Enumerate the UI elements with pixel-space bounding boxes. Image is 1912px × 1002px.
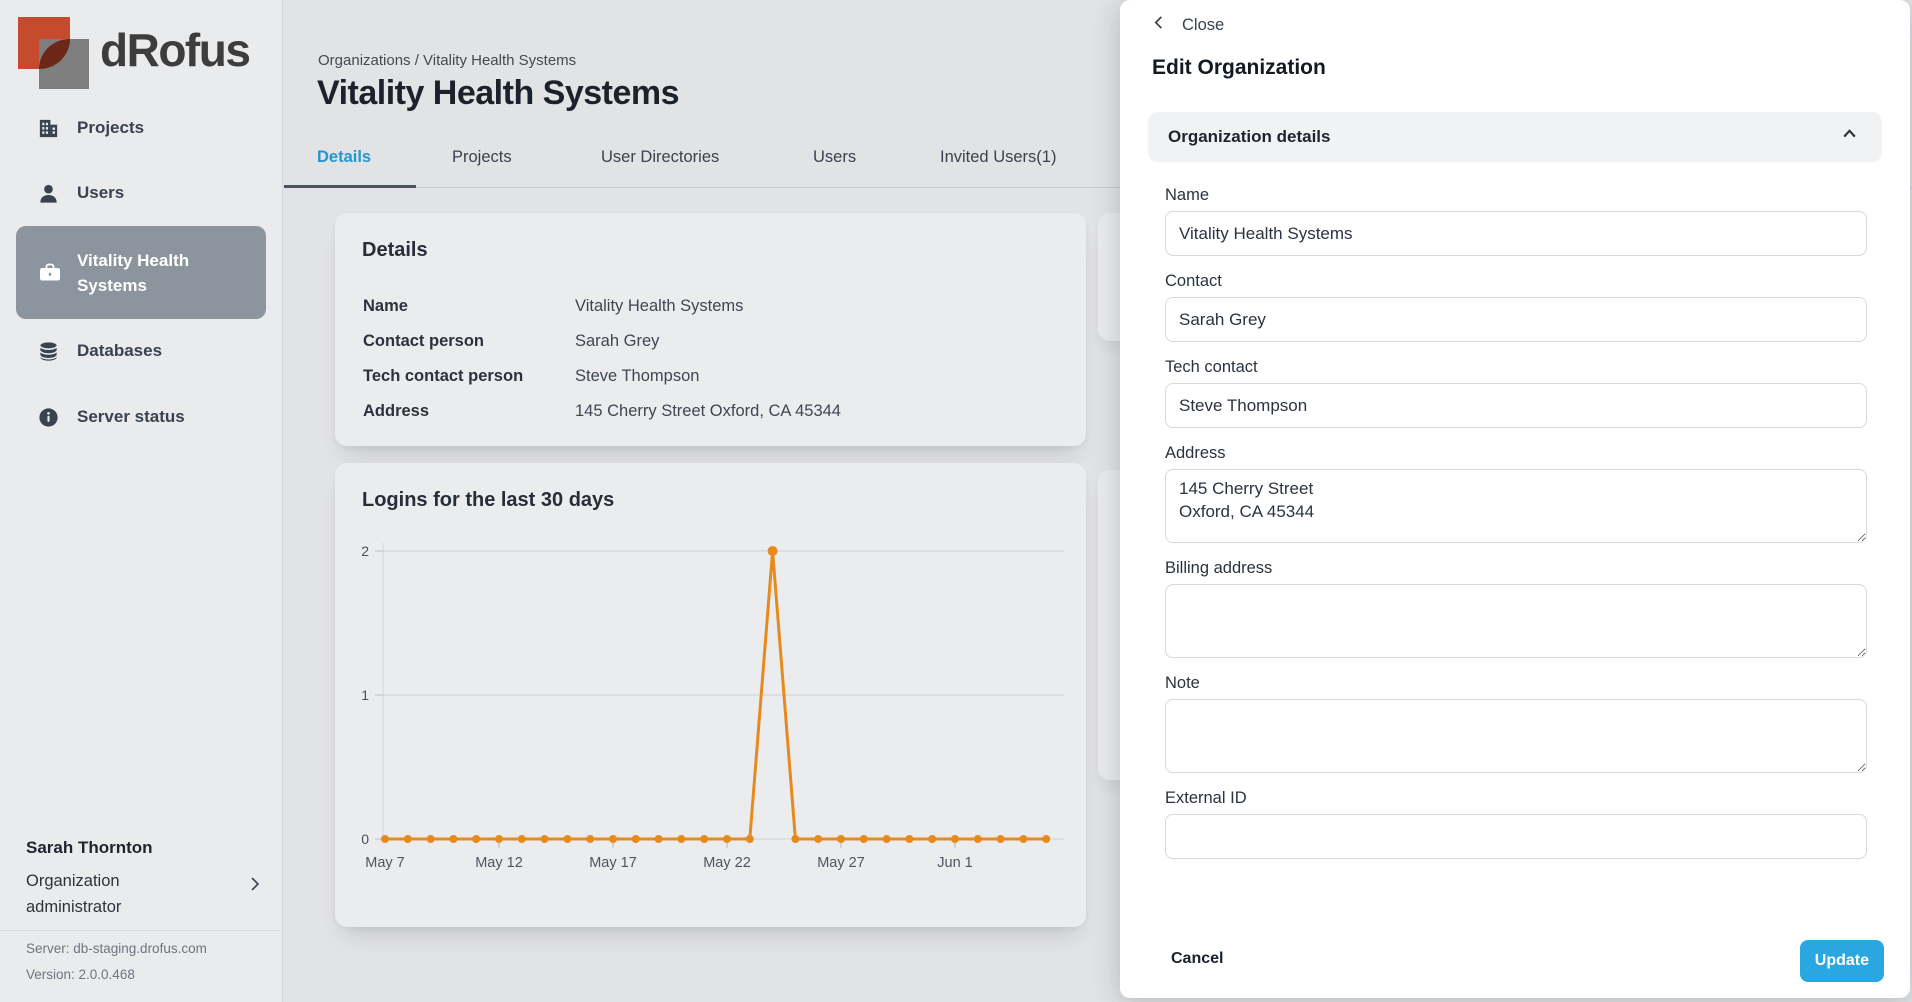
brand-name: dRofus xyxy=(100,23,249,77)
detail-row: Address145 Cherry Street Oxford, CA 4534… xyxy=(363,394,1059,429)
user-name: Sarah Thornton xyxy=(26,838,153,858)
address-textarea[interactable] xyxy=(1165,469,1867,543)
sidebar-item-label: Databases xyxy=(77,341,162,361)
building-icon xyxy=(36,117,60,140)
details-card: Details NameVitality Health SystemsConta… xyxy=(335,213,1086,446)
version-info: Version: 2.0.0.468 xyxy=(26,967,135,982)
chevron-right-icon xyxy=(247,876,263,920)
chevron-left-icon xyxy=(1152,15,1167,35)
sidebar-item-databases[interactable]: Databases xyxy=(0,327,283,375)
detail-value: Steve Thompson xyxy=(575,367,699,386)
detail-label: Contact person xyxy=(363,332,575,351)
user-icon xyxy=(36,182,60,205)
section-label: Organization details xyxy=(1168,127,1330,147)
contact-input[interactable] xyxy=(1165,297,1867,342)
cancel-button[interactable]: Cancel xyxy=(1171,950,1223,968)
external-id-label: External ID xyxy=(1165,789,1867,808)
svg-text:Jun 1: Jun 1 xyxy=(937,855,972,871)
detail-value: Vitality Health Systems xyxy=(575,297,743,316)
briefcase-icon xyxy=(38,260,62,285)
user-role: Organization administrator xyxy=(26,868,196,920)
svg-text:May 12: May 12 xyxy=(475,855,523,871)
detail-row: NameVitality Health Systems xyxy=(363,289,1059,324)
sidebar-item-label: Users xyxy=(77,183,124,203)
detail-label: Tech contact person xyxy=(363,367,575,386)
svg-text:May 22: May 22 xyxy=(703,855,751,871)
chevron-up-icon xyxy=(1841,126,1858,148)
sidebar: dRofus Projects Users Vitality Health Syst… xyxy=(0,0,283,1002)
drofus-logo-icon xyxy=(16,10,92,90)
tech-contact-label: Tech contact xyxy=(1165,358,1867,377)
active-tab-underline xyxy=(284,185,416,188)
billing-address-label: Billing address xyxy=(1165,559,1867,578)
edit-organization-drawer: Close Edit Organization Organization det… xyxy=(1120,0,1910,998)
note-textarea[interactable] xyxy=(1165,699,1867,773)
detail-label: Address xyxy=(363,402,575,421)
page-title: Vitality Health Systems xyxy=(317,74,679,113)
tech-contact-input[interactable] xyxy=(1165,383,1867,428)
sidebar-item-users[interactable]: Users xyxy=(0,169,283,217)
detail-value: 145 Cherry Street Oxford, CA 45344 xyxy=(575,402,841,421)
detail-label: Name xyxy=(363,297,575,316)
svg-text:2: 2 xyxy=(361,543,369,559)
close-button[interactable]: Close xyxy=(1152,15,1224,35)
address-label: Address xyxy=(1165,444,1867,463)
tab-user-directories[interactable]: User Directories xyxy=(601,148,719,167)
detail-row: Tech contact personSteve Thompson xyxy=(363,359,1059,394)
detail-value: Sarah Grey xyxy=(575,332,659,351)
external-id-input[interactable] xyxy=(1165,814,1867,859)
database-icon xyxy=(36,340,60,363)
sidebar-item-label: Projects xyxy=(77,118,144,138)
drofus-logo[interactable]: dRofus xyxy=(16,10,249,90)
details-card-title: Details xyxy=(362,239,428,262)
name-label: Name xyxy=(1165,186,1867,205)
sidebar-item-label: Vitality Health Systems xyxy=(77,248,229,298)
tab-users[interactable]: Users xyxy=(813,148,856,167)
logins-chart: 0 1 2 May 7 May 12 May 17 May 22 May 27 Jun 1 xyxy=(335,463,1086,927)
sidebar-divider xyxy=(0,930,283,931)
svg-text:May 27: May 27 xyxy=(817,855,865,871)
organization-details-section-header[interactable]: Organization details xyxy=(1148,112,1882,162)
info-icon xyxy=(36,406,60,429)
server-info: Server: db-staging.drofus.com xyxy=(26,941,207,956)
detail-row: Contact personSarah Grey xyxy=(363,324,1059,359)
organization-form: Name Contact Tech contact Address Billing ad… xyxy=(1165,186,1867,875)
tab-projects[interactable]: Projects xyxy=(452,148,512,167)
svg-text:0: 0 xyxy=(361,831,369,847)
note-label: Note xyxy=(1165,674,1867,693)
svg-text:May 17: May 17 xyxy=(589,855,637,871)
close-label: Close xyxy=(1182,16,1224,35)
contact-label: Contact xyxy=(1165,272,1867,291)
sidebar-item-server-status[interactable]: Server status xyxy=(0,393,283,441)
drawer-title: Edit Organization xyxy=(1152,56,1326,80)
logins-chart-card: Logins for the last 30 days 012May 7May … xyxy=(335,463,1086,927)
name-input[interactable] xyxy=(1165,211,1867,256)
update-button[interactable]: Update xyxy=(1800,940,1884,982)
svg-text:May 7: May 7 xyxy=(365,855,405,871)
breadcrumb[interactable]: Organizations / Vitality Health Systems xyxy=(318,52,576,69)
sidebar-item-vitality-health-systems[interactable]: Vitality Health Systems xyxy=(16,226,266,319)
sidebar-item-projects[interactable]: Projects xyxy=(0,104,283,152)
app-window: dRofus Projects Users Vitality Health Syst… xyxy=(0,0,1912,1002)
tab-details[interactable]: Details xyxy=(317,148,371,167)
user-role-row[interactable]: Organization administrator xyxy=(26,868,263,920)
svg-text:1: 1 xyxy=(361,687,369,703)
sidebar-item-label: Server status xyxy=(77,407,185,427)
details-rows: NameVitality Health SystemsContact perso… xyxy=(363,289,1059,429)
billing-address-textarea[interactable] xyxy=(1165,584,1867,658)
tab-invited-users-1[interactable]: Invited Users(1) xyxy=(940,148,1056,167)
